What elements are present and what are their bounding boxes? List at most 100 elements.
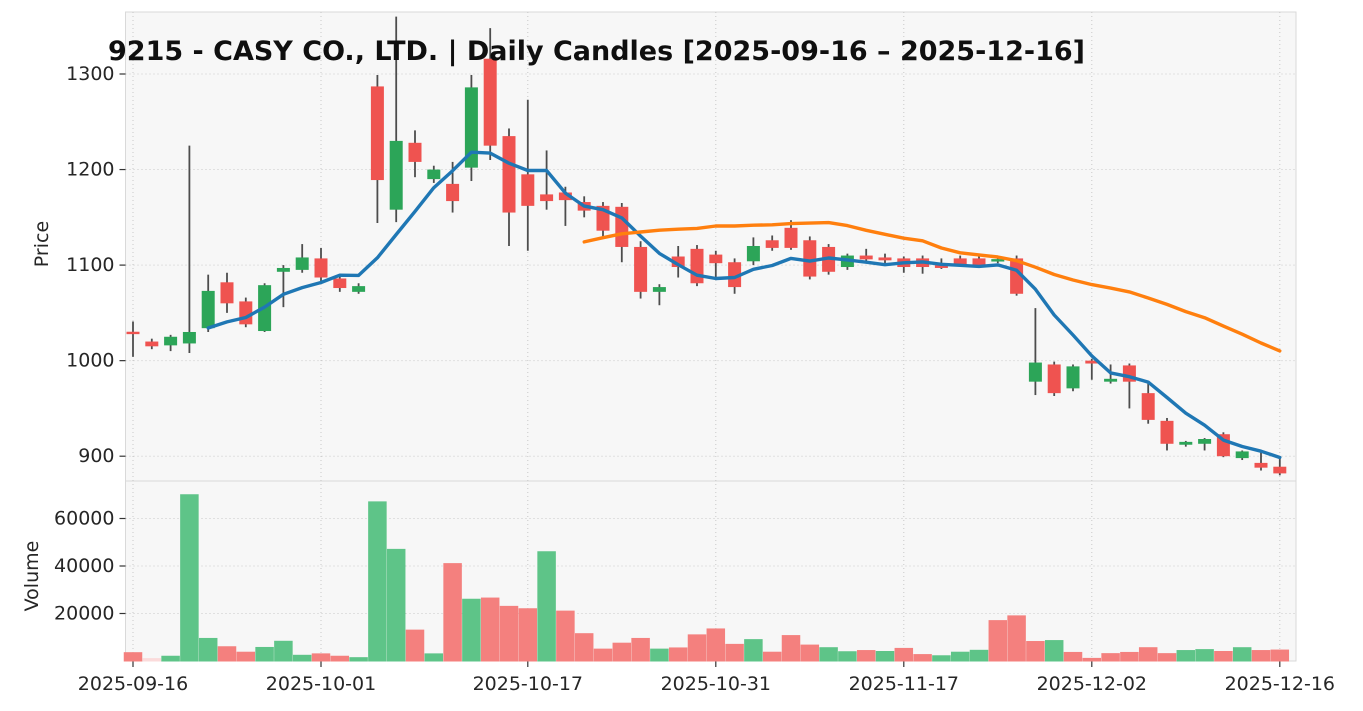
candle-body	[1254, 462, 1268, 468]
candle-body	[182, 331, 196, 344]
volume-bar	[574, 633, 594, 662]
candle	[1160, 417, 1174, 451]
volume-tick-label: 20000	[54, 603, 114, 625]
x-tick-label: 2025-10-31	[661, 673, 771, 695]
volume-bar	[462, 598, 481, 662]
candle-body	[1010, 258, 1024, 294]
candle	[276, 265, 290, 308]
price-tick-label: 1200	[66, 159, 114, 181]
candle-body	[1198, 439, 1212, 444]
candle-body	[634, 246, 648, 292]
candle-body	[803, 240, 817, 277]
volume-bar	[1082, 657, 1102, 662]
price-tick-label: 1000	[66, 350, 114, 372]
candle	[1085, 358, 1099, 380]
volume-bar	[330, 655, 350, 662]
x-tick-label: 2025-12-02	[1037, 673, 1147, 695]
candle-body	[521, 174, 535, 206]
volume-bar	[499, 605, 519, 662]
volume-bar	[1101, 653, 1120, 662]
candle	[953, 255, 967, 266]
volume-bar	[1026, 641, 1045, 662]
volume-bar	[1214, 651, 1233, 662]
candle	[182, 145, 196, 354]
candle-body	[540, 194, 554, 202]
volume-bar	[593, 648, 613, 662]
volume-bar	[819, 647, 838, 662]
volume-bar	[950, 651, 970, 662]
volume-bar	[1120, 651, 1139, 662]
candle	[333, 275, 347, 292]
candle-body	[1047, 364, 1061, 394]
volume-bar	[668, 647, 688, 662]
volume-bar	[725, 643, 744, 662]
price-axis-label: Price	[31, 220, 53, 268]
candle	[1254, 451, 1268, 471]
price-tick-label: 1100	[66, 254, 114, 276]
volume-tick-label: 40000	[54, 555, 114, 577]
candle-body	[972, 258, 986, 267]
volume-bar	[405, 629, 425, 662]
candle-body	[784, 227, 798, 248]
volume-bar	[255, 646, 274, 662]
volume-bar	[1007, 615, 1026, 662]
candle-body	[333, 278, 347, 289]
candle	[765, 235, 779, 251]
volume-bar	[762, 651, 782, 662]
candle-body	[389, 140, 403, 210]
volume-bar	[518, 608, 538, 662]
volume-bar	[311, 653, 331, 662]
candle-body	[652, 287, 666, 292]
candle-body	[276, 267, 290, 272]
candle	[1198, 438, 1212, 451]
candle	[991, 258, 1005, 264]
volume-bar	[386, 548, 406, 662]
volume-bar	[274, 640, 293, 662]
candle-body	[427, 169, 441, 180]
volume-bar	[1176, 650, 1196, 662]
x-tick-label: 2025-10-17	[473, 673, 583, 695]
volume-bar	[838, 651, 857, 662]
candle-body	[220, 282, 234, 304]
candle-body	[295, 257, 309, 270]
candle-body	[408, 142, 422, 162]
volume-bar	[236, 651, 256, 662]
volume-bar	[969, 649, 989, 662]
volume-bar	[198, 637, 218, 662]
volume-bar	[856, 650, 876, 662]
candle-body	[615, 206, 629, 247]
volume-bar	[349, 657, 368, 662]
candle	[145, 338, 159, 350]
volume-bar	[612, 642, 632, 662]
volume-bar	[123, 652, 143, 662]
ma-fast-line	[206, 150, 1282, 460]
plot-background	[125, 11, 1297, 662]
candle-body	[145, 341, 159, 347]
volume-bar	[180, 494, 199, 662]
candle-body	[728, 262, 742, 288]
candle-body	[446, 183, 460, 202]
volume-bar	[1195, 649, 1214, 662]
candle-body	[483, 58, 497, 146]
candle	[859, 248, 873, 263]
candle	[201, 274, 215, 332]
candle-body	[878, 257, 892, 261]
x-tick-label: 2025-12-16	[1225, 673, 1335, 695]
candle	[709, 250, 723, 279]
volume-bar	[292, 654, 312, 662]
x-tick-label: 2025-10-01	[266, 673, 376, 695]
candle-body	[164, 336, 178, 346]
price-tick-label: 900	[78, 445, 114, 467]
volume-bar	[932, 655, 951, 662]
volume-bar	[424, 653, 444, 662]
volume-bar	[480, 597, 500, 662]
volume-bar	[988, 620, 1008, 662]
ma-slow-line	[582, 220, 1282, 353]
candle	[239, 297, 253, 328]
volume-tick-label: 60000	[54, 508, 114, 530]
candle	[408, 130, 422, 178]
volume-bar	[913, 654, 932, 662]
price-tick-label: 1300	[66, 63, 114, 85]
candle	[540, 150, 554, 210]
